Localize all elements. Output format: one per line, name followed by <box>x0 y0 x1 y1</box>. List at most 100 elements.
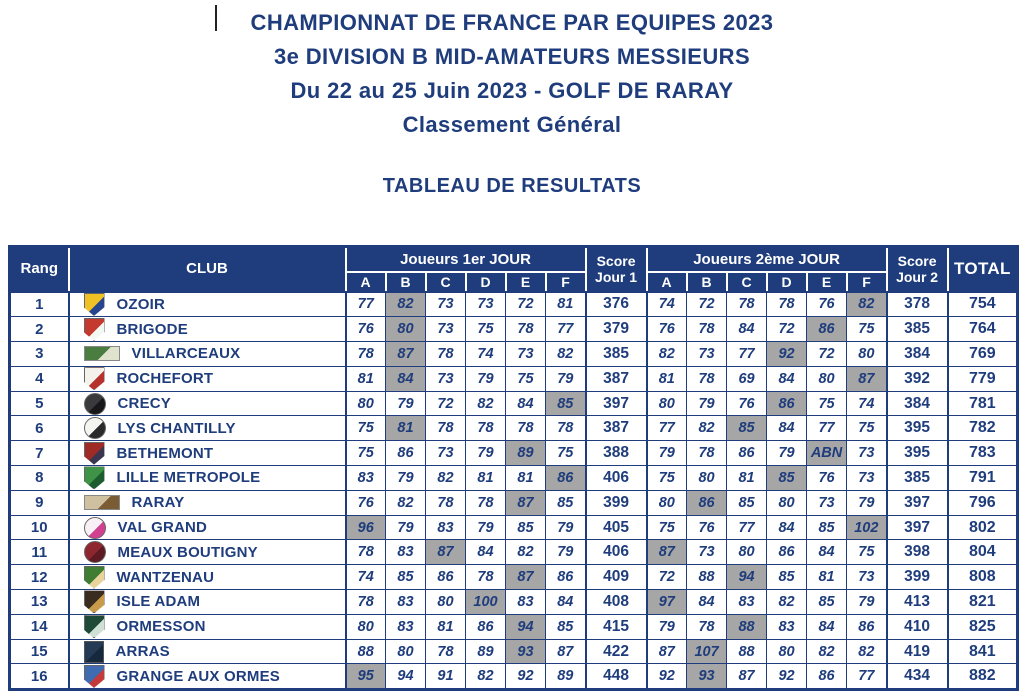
day1-score-F: 81 <box>544 290 587 318</box>
club-logo-icon <box>83 565 105 589</box>
day2-score-E: 85 <box>806 514 848 541</box>
day1-score-F: 85 <box>544 489 587 516</box>
day2-score-E: 75 <box>806 390 848 417</box>
header-day1-player-B: B <box>384 270 427 293</box>
day1-score-B: 79 <box>385 465 426 491</box>
day2-score-B: 78 <box>686 316 728 343</box>
score-day1-cell: 406 <box>584 539 648 566</box>
rank-cell: 1 <box>9 290 70 318</box>
rank-cell: 6 <box>9 415 70 442</box>
header-day1-player-D: D <box>464 270 507 293</box>
score-day1-cell: 422 <box>584 638 648 665</box>
day2-score-A: 72 <box>646 564 688 591</box>
day1-score-F: 85 <box>544 613 587 640</box>
day2-score-A: 79 <box>646 440 688 467</box>
day2-score-D: 84 <box>766 415 808 442</box>
day1-score-C: 83 <box>425 514 466 541</box>
day2-score-F: 86 <box>846 613 888 640</box>
table-header: Rang CLUB Joueurs 1er JOUR Score Jour 1 J… <box>8 245 1019 293</box>
club-name: BETHEMONT <box>116 444 214 462</box>
total-cell: 764 <box>947 316 1019 343</box>
day1-score-D: 78 <box>465 564 506 591</box>
club-cell: CRECY <box>68 390 347 417</box>
score-day1-cell: 388 <box>584 440 648 467</box>
day2-score-C: 78 <box>726 290 768 318</box>
day1-score-B: 79 <box>385 514 426 541</box>
day1-score-B: 83 <box>385 539 426 566</box>
day2-score-D: 85 <box>766 564 808 591</box>
club-logo-icon <box>83 590 105 614</box>
day1-score-F: 85 <box>544 390 587 417</box>
day2-score-B: 72 <box>686 290 728 318</box>
day2-score-C: 85 <box>726 489 768 516</box>
day1-score-D: 78 <box>465 415 506 442</box>
score-day2-cell: 397 <box>885 514 949 541</box>
day1-score-C: 73 <box>425 365 466 392</box>
table-row: 6 LYS CHANTILLY 75 81 78 78 78 78 387 77 82 85 84 77 7… <box>9 415 1019 442</box>
table-row: 4 ROCHEFORT 81 84 73 79 75 79 387 81 78 69 84 80 87 392… <box>9 365 1019 392</box>
day2-score-A: 79 <box>646 613 688 640</box>
day1-score-D: 84 <box>465 539 506 566</box>
header-day2-player-F: F <box>845 270 888 293</box>
rank-cell: 10 <box>9 514 70 541</box>
club-name: BRIGODE <box>116 320 188 338</box>
rank-cell: 8 <box>9 465 70 491</box>
day2-score-F: 80 <box>846 341 888 367</box>
day1-score-B: 82 <box>385 290 426 318</box>
day1-score-D: 79 <box>465 440 506 467</box>
header-day2-player-C: C <box>725 270 768 293</box>
day2-score-F: 79 <box>846 589 888 615</box>
header-score-day2: Score Jour 2 <box>885 245 949 293</box>
club-logo-icon <box>83 292 105 316</box>
day2-score-C: 84 <box>726 316 768 343</box>
total-cell: 782 <box>947 415 1019 442</box>
total-cell: 821 <box>947 589 1019 615</box>
header-score-day1: Score Jour 1 <box>584 245 648 293</box>
rank-cell: 11 <box>9 539 70 566</box>
table-row: 14 ORMESSON 80 83 81 86 94 85 415 79 78 88 83 84 86 410… <box>9 613 1019 640</box>
score-day1-cell: 415 <box>584 613 648 640</box>
table-row: 5 CRECY 80 79 72 82 84 85 397 80 79 76 86 75 74 384 781 <box>9 390 1019 417</box>
day2-score-B: 82 <box>686 415 728 442</box>
day2-score-B: 107 <box>686 638 728 665</box>
score-day2-cell: 413 <box>885 589 949 615</box>
club-logo-icon <box>83 541 106 564</box>
day2-score-D: 86 <box>766 539 808 566</box>
score-day2-cell: 392 <box>885 365 949 392</box>
day2-score-D: 83 <box>766 613 808 640</box>
day2-score-E: 82 <box>806 638 848 665</box>
day2-score-B: 86 <box>686 489 728 516</box>
day1-score-A: 80 <box>344 390 386 417</box>
day2-score-E: 84 <box>806 539 848 566</box>
day1-score-C: 73 <box>425 316 466 343</box>
day1-score-D: 75 <box>465 316 506 343</box>
day2-score-A: 76 <box>646 316 688 343</box>
header-day2-player-B: B <box>685 270 728 293</box>
score-day2-cell: 385 <box>885 316 949 343</box>
day1-score-E: 72 <box>505 290 546 318</box>
day1-score-C: 87 <box>425 539 466 566</box>
title-date-venue: Du 22 au 25 Juin 2023 - GOLF DE RARAY <box>290 78 734 103</box>
day1-score-F: 79 <box>544 539 587 566</box>
day1-score-D: 89 <box>465 638 506 665</box>
day1-score-F: 84 <box>544 589 587 615</box>
header-day1-player-F: F <box>544 270 587 293</box>
day2-score-E: 76 <box>806 465 848 491</box>
day1-score-B: 80 <box>385 316 426 343</box>
table-row: 12 WANTZENAU 74 85 86 78 87 86 409 72 88 94 85 81 73 39… <box>9 564 1019 591</box>
day2-score-B: 78 <box>686 365 728 392</box>
club-name: OZOIR <box>116 295 165 313</box>
club-name: RARAY <box>131 494 185 512</box>
day2-score-A: 80 <box>646 489 688 516</box>
day1-score-A: 75 <box>344 415 386 442</box>
day1-score-A: 80 <box>344 613 386 640</box>
day1-score-C: 81 <box>425 613 466 640</box>
day1-score-F: 86 <box>544 465 587 491</box>
table-row: 1 OZOIR 77 82 73 73 72 81 376 74 72 78 78 76 82 378 754 <box>9 290 1019 318</box>
day2-score-A: 77 <box>646 415 688 442</box>
club-cell: RARAY <box>68 489 347 516</box>
day1-score-E: 82 <box>505 539 546 566</box>
day2-score-C: 94 <box>726 564 768 591</box>
header-score-day2-line2: Jour 2 <box>896 269 939 286</box>
club-cell: BETHEMONT <box>68 440 347 467</box>
